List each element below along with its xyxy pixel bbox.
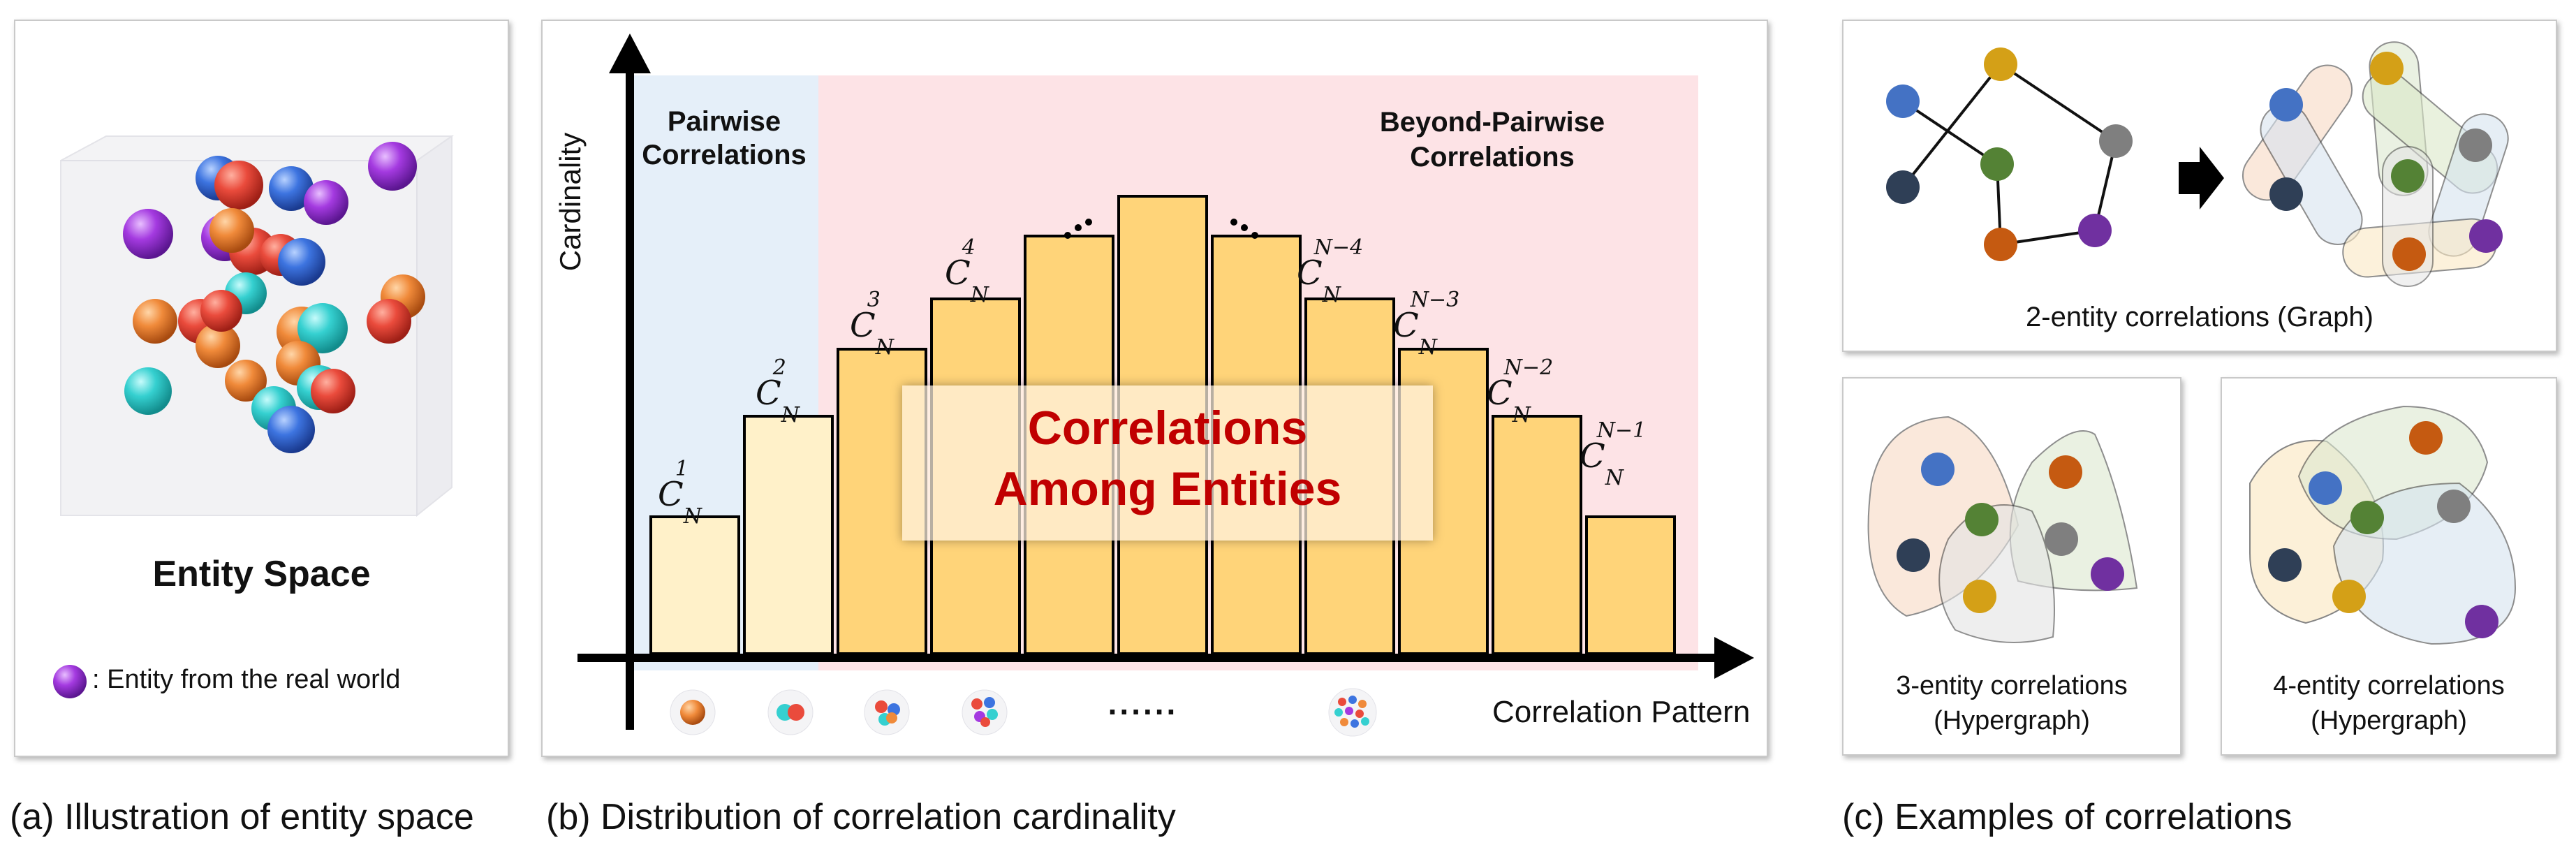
bar-label-3: C3N [850, 288, 894, 360]
bar-11 [1585, 515, 1676, 655]
entity-legend-text: : Entity from the real world [92, 665, 401, 694]
graph-capsule-nodes [2269, 52, 2503, 271]
beyond-pairwise-region-label: Beyond-Pairwise Correlations [1379, 107, 1605, 172]
pairwise-region-label: Pairwise Correlations [642, 106, 807, 170]
panel-graph-example: 2-entity correlations (Graph) [1842, 20, 2557, 352]
x-axis-label: Correlation Pattern [1492, 695, 1751, 729]
graph-diagram [1886, 41, 2509, 287]
caption-a: (a) Illustration of entity space [10, 797, 474, 837]
bar-2 [743, 415, 834, 655]
bar-label-1: C1N [658, 457, 702, 529]
bar-10 [1492, 415, 1582, 655]
hypergraph-4-diagram [2249, 405, 2517, 645]
panel-cardinality-distribution: Cardinality Correlation Pattern Pairwise… [541, 20, 1768, 757]
x-axis-arrow [1714, 637, 1754, 679]
y-axis-label: Cardinality [554, 132, 587, 272]
bar-1 [649, 515, 740, 655]
transform-arrow-icon [2179, 147, 2224, 210]
hypergraph-4-label: 4-entity correlations (Hypergraph) [2273, 671, 2505, 736]
bar-label-7: CN−2N [1487, 355, 1554, 427]
graph-example-label: 2-entity correlations (Graph) [2026, 302, 2373, 332]
x-axis-ellipsis: ...... [1107, 685, 1179, 721]
bar-label-5: CN−4N [1297, 235, 1364, 307]
cardinality-bar-chart [577, 34, 1754, 737]
panel-3-entity-hypergraph: 3-entity correlations (Hypergraph) [1842, 377, 2181, 756]
pattern-icons [670, 688, 1377, 737]
entity-legend-icon [53, 665, 87, 698]
bar-label-8: CN−1N [1580, 418, 1647, 490]
ellipsis-right [1230, 219, 1258, 239]
entity-cube-illustration [53, 135, 455, 698]
panel-entity-space: Entity Space : Entity from the real worl… [14, 20, 509, 757]
hypergraph-3-diagram [1867, 416, 2138, 643]
graph-nodes [1886, 47, 2133, 261]
hypergraph-3-label: 3-entity correlations (Hypergraph) [1896, 671, 2128, 736]
center-label-box [902, 385, 1433, 541]
bar-label-2: C2N [756, 355, 800, 427]
center-label-text: Correlations Among Entities [993, 402, 1342, 516]
bar-label-6: CN−3N [1393, 288, 1460, 360]
entity-space-title: Entity Space [152, 554, 371, 594]
ellipsis-left [1064, 219, 1092, 239]
caption-c: (c) Examples of correlations [1842, 797, 2292, 837]
caption-b: (b) Distribution of correlation cardinal… [546, 797, 1176, 837]
y-axis-arrow [609, 34, 651, 73]
panel-4-entity-hypergraph: 4-entity correlations (Hypergraph) [2221, 377, 2557, 756]
bar-label-4: C4N [945, 235, 989, 307]
